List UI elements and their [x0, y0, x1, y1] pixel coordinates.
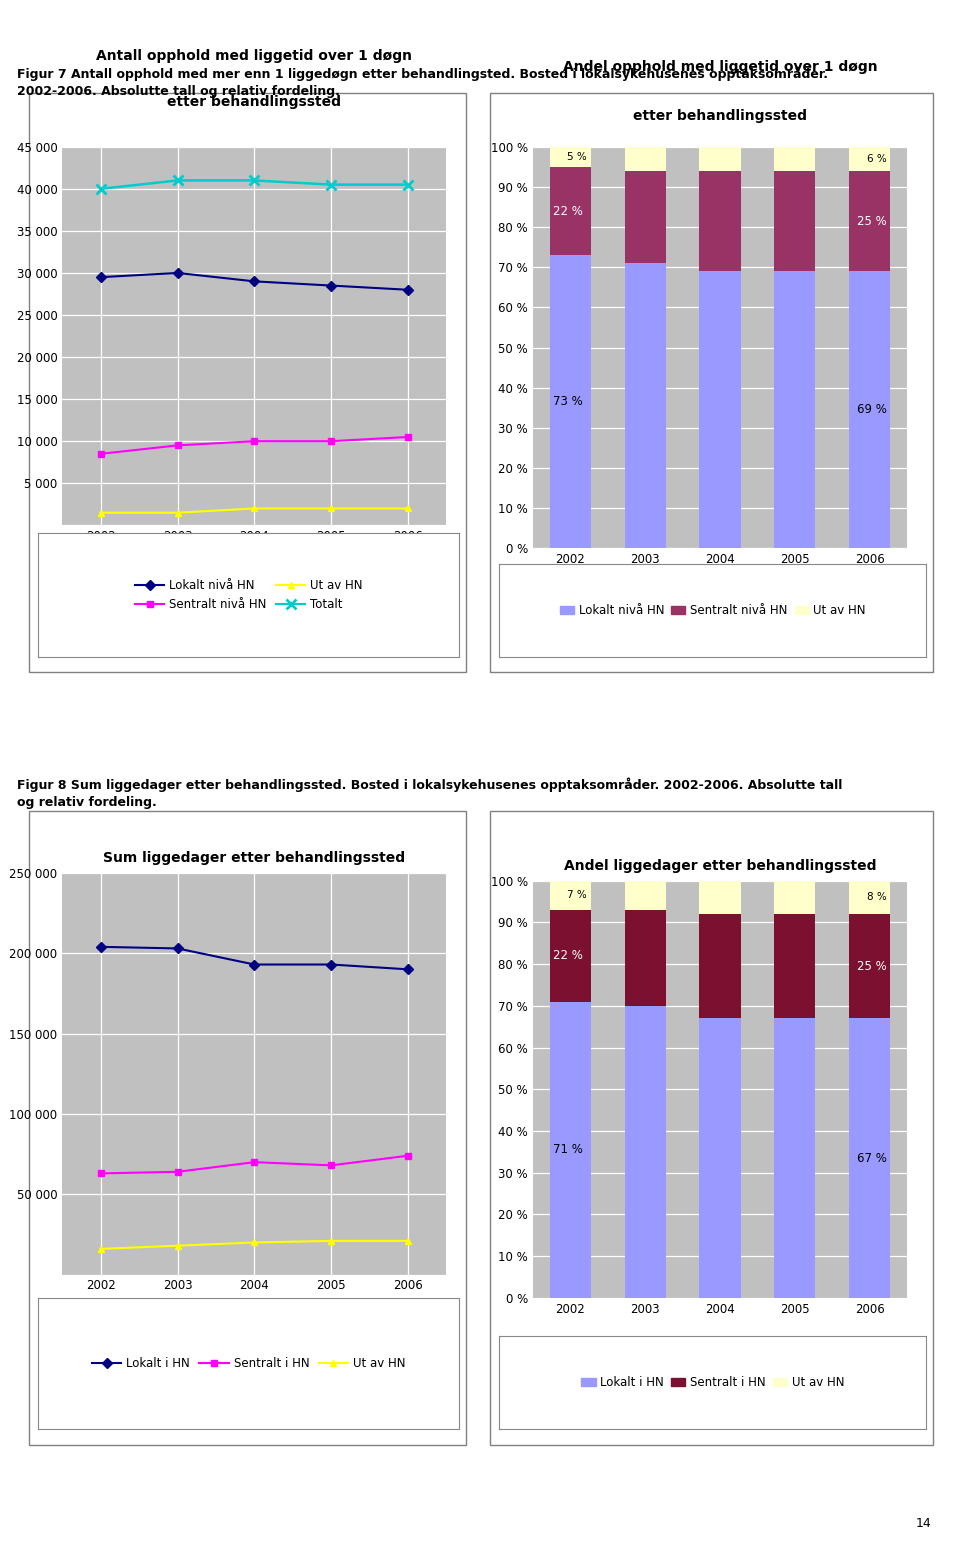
Bar — [550, 255, 590, 548]
Text: 14: 14 — [916, 1517, 931, 1530]
Bar — [850, 881, 890, 915]
Bar — [700, 1018, 740, 1298]
Legend: Lokalt i HN, Sentralt i HN, Ut av HN: Lokalt i HN, Sentralt i HN, Ut av HN — [577, 1372, 849, 1394]
Bar — [775, 915, 815, 1018]
Bar — [775, 1018, 815, 1298]
Text: Andel opphold med liggetid over 1 døgn: Andel opphold med liggetid over 1 døgn — [563, 60, 877, 74]
Bar — [850, 147, 890, 171]
Legend: Lokalt nivå HN, Sentralt nivå HN, Ut av HN: Lokalt nivå HN, Sentralt nivå HN, Ut av … — [555, 599, 871, 621]
Text: Antall opphold med liggetid over 1 døgn: Antall opphold med liggetid over 1 døgn — [96, 49, 413, 63]
Bar — [850, 272, 890, 548]
Title: Andel liggedager etter behandlingssted: Andel liggedager etter behandlingssted — [564, 859, 876, 873]
Bar — [850, 1018, 890, 1298]
Bar — [775, 171, 815, 272]
Bar — [625, 263, 665, 548]
Text: 7 %: 7 % — [567, 890, 588, 901]
Text: 8 %: 8 % — [867, 893, 887, 902]
Bar — [625, 910, 665, 1006]
Text: 69 %: 69 % — [856, 403, 887, 417]
Text: 25 %: 25 % — [857, 215, 887, 227]
Title: Sum liggedager etter behandlingssted: Sum liggedager etter behandlingssted — [104, 851, 405, 865]
Bar — [625, 147, 665, 171]
Bar — [850, 171, 890, 272]
Bar — [775, 881, 815, 915]
Legend: Lokalt i HN, Sentralt i HN, Ut av HN: Lokalt i HN, Sentralt i HN, Ut av HN — [87, 1352, 410, 1375]
Bar — [700, 147, 740, 171]
Bar — [775, 272, 815, 548]
Text: 71 %: 71 % — [553, 1143, 584, 1156]
Bar — [625, 881, 665, 910]
Bar — [700, 881, 740, 915]
Text: 73 %: 73 % — [553, 396, 583, 408]
Text: 22 %: 22 % — [553, 204, 584, 218]
Bar — [550, 881, 590, 910]
Bar — [550, 147, 590, 167]
Bar — [850, 915, 890, 1018]
Bar — [550, 167, 590, 255]
Text: Figur 8 Sum liggedager etter behandlingssted. Bosted i lokalsykehusenes opptakso: Figur 8 Sum liggedager etter behandlings… — [17, 777, 843, 808]
Text: etter behandlingssted: etter behandlingssted — [167, 94, 342, 108]
Bar — [700, 915, 740, 1018]
Legend: Lokalt nivå HN, Sentralt nivå HN, Ut av HN, Totalt: Lokalt nivå HN, Sentralt nivå HN, Ut av … — [132, 575, 366, 615]
Text: Figur 7 Antall opphold med mer enn 1 liggedøgn etter behandlingsted. Bosted i lo: Figur 7 Antall opphold med mer enn 1 lig… — [17, 66, 828, 97]
Bar — [700, 272, 740, 548]
Text: 22 %: 22 % — [553, 949, 584, 963]
Text: 6 %: 6 % — [867, 154, 887, 164]
Bar — [775, 147, 815, 171]
Text: etter behandlingssted: etter behandlingssted — [633, 108, 807, 122]
Bar — [625, 171, 665, 263]
Bar — [700, 171, 740, 272]
Bar — [550, 910, 590, 1001]
Bar — [625, 1006, 665, 1298]
Text: 67 %: 67 % — [856, 1151, 887, 1165]
Text: 25 %: 25 % — [857, 959, 887, 973]
Bar — [550, 1001, 590, 1298]
Text: 5 %: 5 % — [567, 151, 588, 162]
